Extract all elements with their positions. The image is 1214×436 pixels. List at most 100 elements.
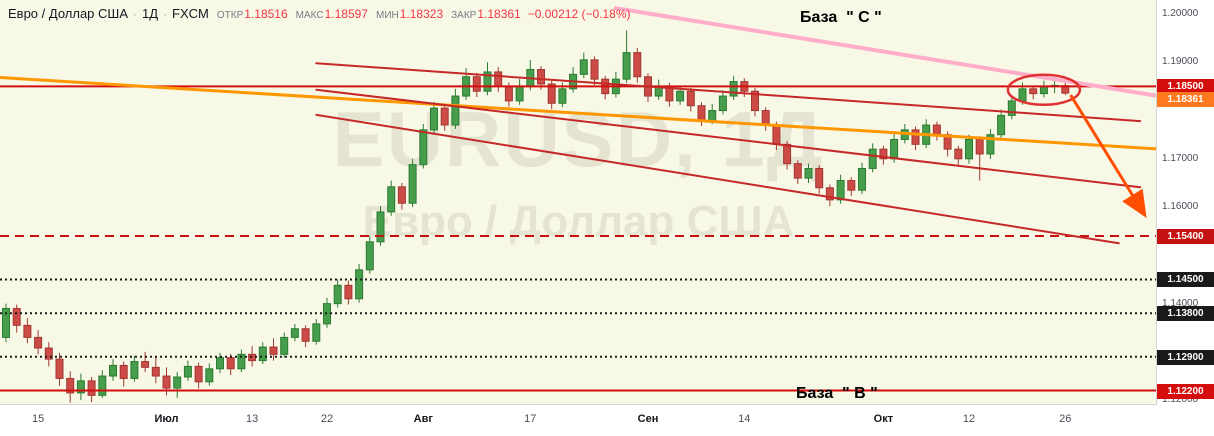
candle — [804, 163, 813, 183]
candle — [601, 75, 610, 100]
price-level-badge: 1.15400 — [1157, 229, 1214, 245]
candle — [751, 87, 759, 117]
candle — [997, 109, 1006, 139]
candle — [34, 330, 43, 355]
price-level-badge: 1.13800 — [1157, 306, 1214, 322]
candle — [430, 101, 438, 134]
candle — [815, 165, 824, 194]
close-label: ЗАКР — [451, 10, 477, 21]
candle — [151, 356, 160, 384]
candle — [515, 79, 524, 105]
highlight-ellipse[interactable] — [1006, 73, 1082, 107]
candle — [44, 342, 53, 367]
annotation-base-c[interactable]: База " С " — [800, 9, 882, 26]
candle — [1007, 95, 1016, 120]
candle — [205, 363, 214, 386]
open-value: 1.18516 — [244, 7, 288, 21]
projection-arrow[interactable] — [1069, 94, 1147, 218]
candle — [654, 79, 663, 100]
time-axis-label: 22 — [320, 413, 334, 425]
time-axis-label: 26 — [1059, 413, 1072, 425]
plot-area[interactable] — [0, 6, 1162, 403]
candle — [66, 371, 75, 403]
candle — [280, 332, 289, 358]
candle — [141, 351, 150, 373]
trendline-channel-mid[interactable] — [315, 88, 1142, 189]
trendline-channel-lower[interactable] — [315, 113, 1120, 245]
time-axis-label: 17 — [524, 413, 537, 425]
candle — [248, 346, 257, 367]
candle — [173, 372, 182, 398]
candle — [793, 160, 802, 184]
last-price-badge: 1.18361 — [1157, 92, 1214, 108]
high-value: 1.18597 — [324, 7, 368, 21]
separator: · — [132, 7, 137, 21]
candle — [387, 180, 396, 216]
symbol-legend: Евро / Доллар США · 1Д · FXCM ОТКР 1.1851… — [8, 6, 630, 21]
candle — [119, 361, 128, 387]
interval-label[interactable]: 1Д — [141, 6, 159, 21]
candle — [183, 360, 192, 381]
time-axis-label: 15 — [31, 413, 45, 425]
price-level-badge: 1.18500 — [1157, 79, 1214, 95]
trendline-trend-pink[interactable] — [613, 6, 1162, 98]
candle — [440, 104, 449, 131]
price-axis-label: 1.14000 — [1162, 297, 1199, 309]
time-axis-label: 12 — [962, 413, 976, 425]
candle — [355, 264, 364, 303]
price-axis-label: 1.17000 — [1162, 152, 1199, 164]
price-level-badge: 1.12900 — [1157, 349, 1214, 365]
time-axis[interactable]: 15 Июл 13 22 Авг 17 Сен 14 Окт 12 26 — [0, 404, 1214, 436]
candle — [547, 80, 556, 110]
candle — [376, 206, 385, 246]
candle — [269, 338, 278, 361]
price-level-badge: 1.14500 — [1157, 272, 1214, 288]
candle — [847, 177, 856, 196]
price-axis-label: 1.19000 — [1162, 56, 1199, 68]
candle — [1039, 80, 1048, 98]
candle — [569, 67, 578, 93]
candle — [494, 67, 503, 93]
candle — [194, 362, 203, 389]
candle — [579, 52, 588, 79]
candle — [911, 126, 920, 151]
candle — [932, 121, 941, 141]
candle — [1061, 81, 1070, 95]
candle — [55, 352, 64, 386]
annotation-base-b[interactable]: База " В " — [796, 385, 878, 402]
candle — [858, 162, 866, 195]
candle — [729, 75, 738, 100]
candle — [365, 236, 374, 274]
candle — [98, 370, 107, 398]
candle — [130, 355, 139, 382]
candle — [76, 373, 85, 401]
trendline-trend-orange[interactable] — [0, 76, 1162, 151]
candle — [761, 107, 770, 131]
candle — [237, 349, 246, 373]
candle — [879, 145, 888, 165]
time-axis-label: Окт — [873, 413, 894, 425]
time-axis-label: Июл — [154, 413, 179, 425]
candle — [590, 56, 599, 85]
price-axis[interactable]: 1.20000 1.19000 1.17000 1.16000 1.14000 1.120… — [1156, 0, 1214, 405]
candle — [1029, 85, 1038, 100]
low-label: МИН — [375, 10, 399, 21]
trendline-channel-upper[interactable] — [315, 62, 1142, 123]
open-label: ОТКР — [216, 10, 244, 21]
candle — [258, 342, 267, 364]
high-label: МАКС — [295, 10, 324, 21]
candle — [408, 158, 417, 208]
price-level-badge: 1.12200 — [1157, 383, 1214, 399]
candle — [12, 304, 21, 333]
close-value: 1.18361 — [477, 7, 521, 21]
candle — [975, 136, 984, 181]
candle — [333, 279, 342, 308]
price-axis-label: 1.20000 — [1162, 7, 1199, 19]
symbol-title[interactable]: Евро / Доллар США — [8, 6, 128, 21]
candle — [109, 359, 117, 381]
price-axis-label: 1.16000 — [1162, 201, 1199, 213]
candle — [633, 47, 642, 83]
candle — [965, 134, 973, 164]
